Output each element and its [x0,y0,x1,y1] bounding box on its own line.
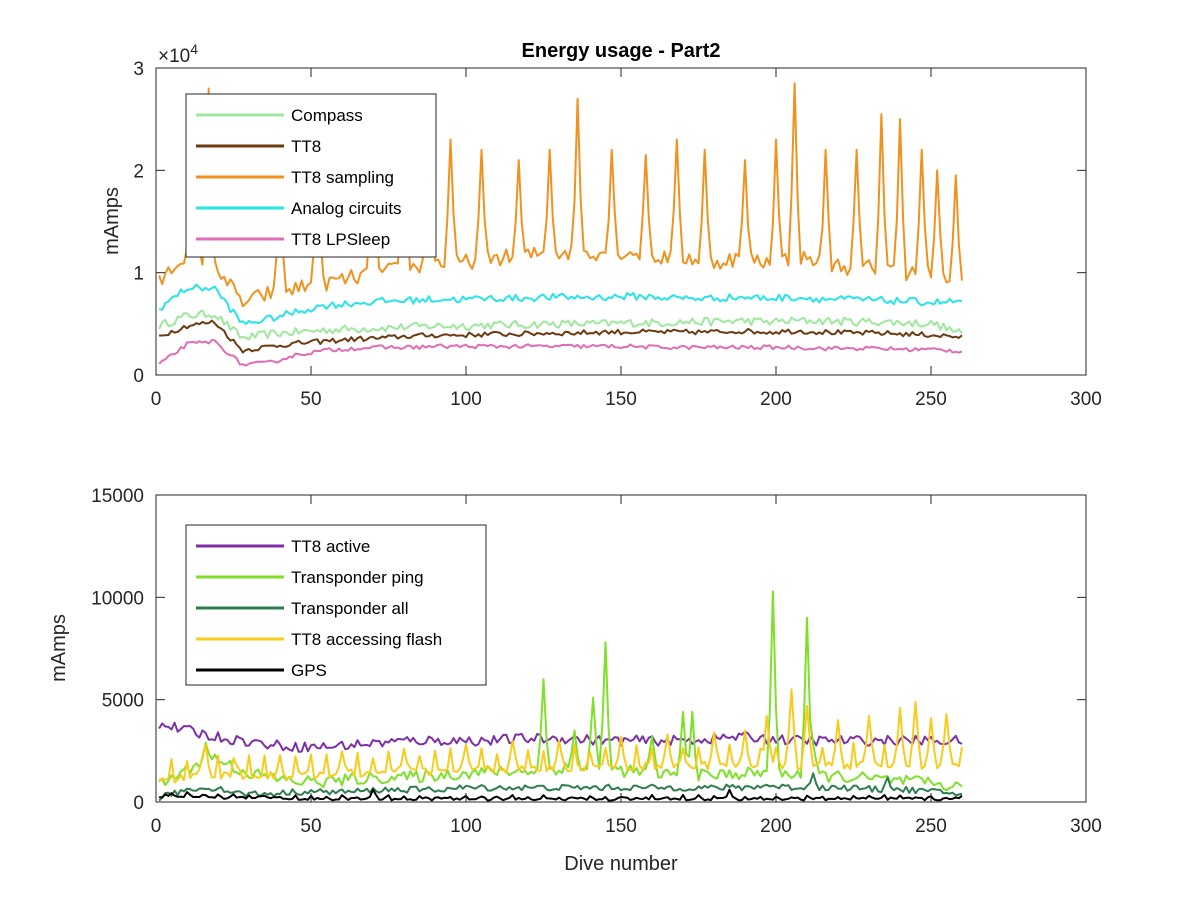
top-y-exponent: ×104 [158,41,198,67]
x-tick-label: 150 [605,389,637,410]
legend-label: Transponder all [291,599,409,618]
bottom-axes: 0 50 100 150 200 250 300 0 5000 10000 15000 Dive n… [48,486,1102,875]
legend-label: GPS [291,661,327,680]
bottom-ticks: 0 50 100 150 200 250 300 0 5000 10000 15000 [91,486,1102,837]
series-line [158,772,963,802]
y-tick-label: 0 [133,366,144,387]
series-line [158,283,963,325]
y-tick-label: 15000 [91,486,144,507]
legend-label: TT8 LPSleep [291,230,390,249]
x-tick-label: 0 [151,389,162,410]
x-tick-label: 100 [450,389,482,410]
y-tick-label: 3 [133,59,144,80]
legend-label: TT8 [291,137,321,156]
x-tick-label: 0 [151,816,162,837]
x-tick-label: 100 [450,816,482,837]
x-tick-label: 150 [605,816,637,837]
top-axes: 0 50 100 150 200 250 300 0 1 2 3 Energy usage - Pa… [101,40,1102,410]
legend-label: TT8 active [291,537,370,556]
x-tick-label: 200 [760,389,792,410]
bottom-legend-items: TT8 active Transponder ping Transponder al… [196,537,442,680]
x-tick-label: 300 [1070,389,1102,410]
exponent-base: ×10 [158,46,190,67]
exponent-power: 4 [190,41,198,57]
top-plot-lines [158,82,963,367]
x-tick-label: 250 [915,389,947,410]
legend-label: Analog circuits [291,199,402,218]
legend-label: TT8 sampling [291,168,394,187]
series-line [158,339,963,367]
chart-title: Energy usage - Part2 [522,40,721,62]
series-line [158,721,963,753]
top-ticks: 0 50 100 150 200 250 300 0 1 2 3 [133,59,1101,410]
x-tick-label: 250 [915,816,947,837]
x-tick-label: 200 [760,816,792,837]
x-tick-label: 50 [300,816,321,837]
x-tick-label: 50 [300,389,321,410]
y-tick-label: 5000 [102,691,144,712]
series-line [158,688,963,784]
top-legend-items: Compass TT8 TT8 sampling Analog circuits TT8… [196,106,402,249]
legend-label: Transponder ping [291,568,424,587]
x-tick-label: 300 [1070,816,1102,837]
legend-label: TT8 accessing flash [291,630,442,649]
series-line [158,309,963,341]
y-tick-label: 1 [133,264,144,285]
series-line [159,319,963,354]
top-y-axis-title: mAmps [101,187,123,255]
series-line [158,82,963,308]
y-tick-label: 0 [133,793,144,814]
series-line [158,590,963,792]
series-line [159,788,963,802]
bottom-legend [185,524,487,686]
bottom-plot-lines [158,590,963,802]
legend-label: Compass [291,106,363,125]
y-tick-label: 10000 [91,588,144,609]
bottom-y-axis-title: mAmps [48,614,70,682]
y-tick-label: 2 [133,161,144,182]
x-axis-title: Dive number [564,853,678,875]
